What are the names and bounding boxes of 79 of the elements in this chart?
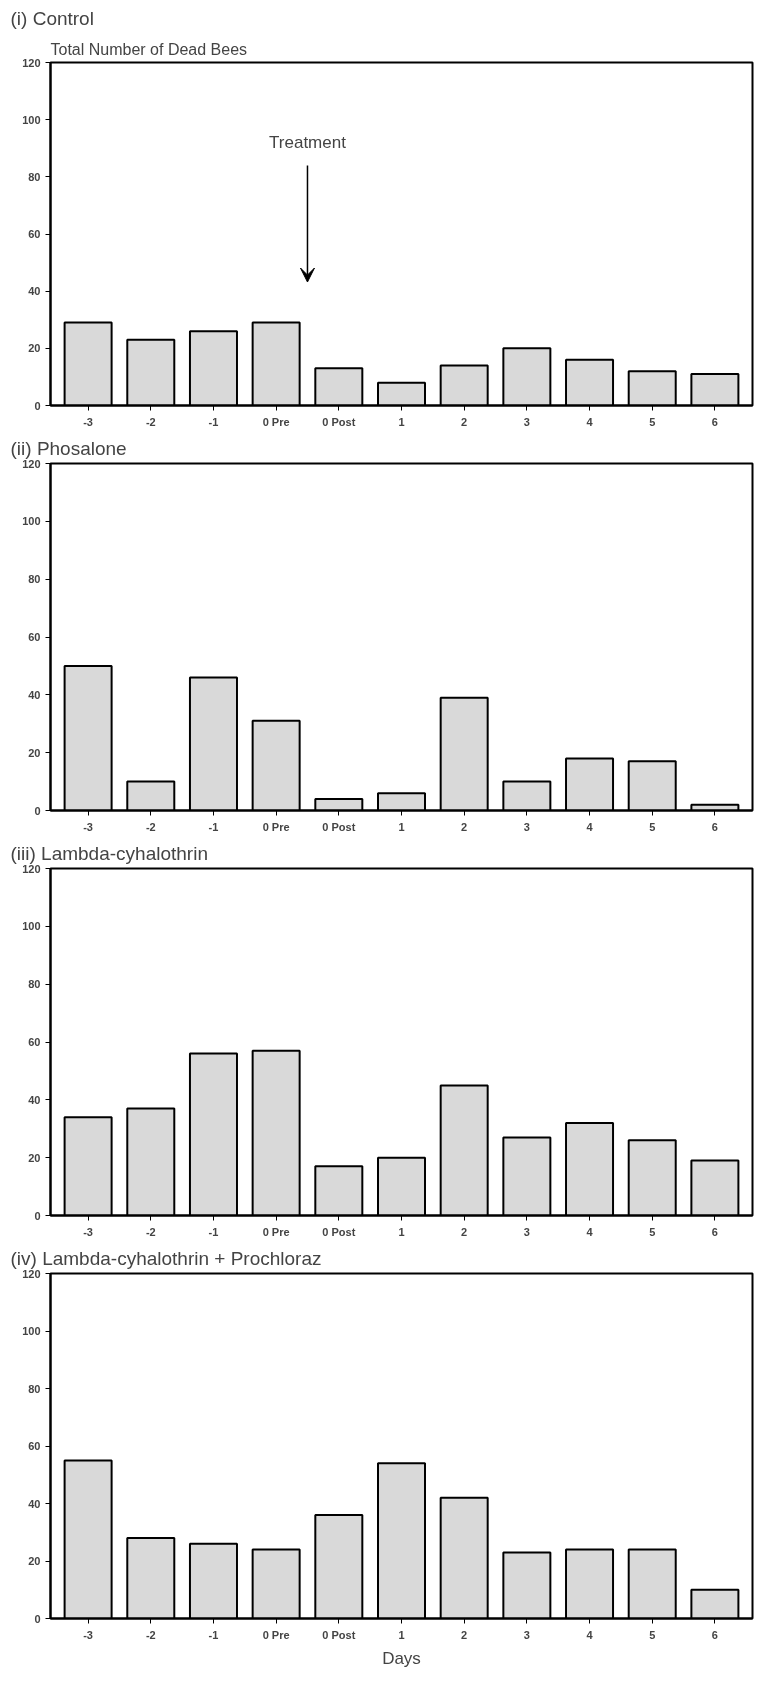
x-tick-label: 1 [398,820,405,833]
x-tick-label: -3 [83,1628,93,1641]
x-tick-label: -3 [83,1225,93,1238]
x-tick-label: 4 [586,820,594,833]
x-tick-label: 0 Pre [262,1628,290,1641]
annotation: Treatment [269,132,347,152]
x-tick-label: 0 Post [322,1225,356,1238]
x-tick-label: 5 [649,415,656,428]
x-tick-label: 5 [649,820,656,833]
x-tick-label: -3 [83,415,93,428]
y-tick-label: 20 [28,1555,41,1567]
x-tick-label: 0 Post [322,415,356,428]
y-tick-label: 120 [22,56,41,69]
y-tick-label: 80 [28,573,41,586]
y-tick-label: 60 [28,631,41,643]
x-tick-label: 5 [649,1628,656,1641]
y-tick-label: 100 [22,920,41,933]
x-tick-label: 2 [461,1628,468,1641]
chart-title: (ii) Phosalone [10,437,127,459]
y-tick-label: 20 [28,1151,41,1164]
x-tick-label: 3 [523,1628,530,1641]
y-tick-label: 0 [34,1612,41,1625]
x-tick-label: 0 Post [322,820,356,833]
x-tick-label: 6 [711,415,718,428]
x-tick-label: 0 Pre [262,415,290,428]
chart-title: (iv) Lambda-cyhalothrin + Prochloraz [10,1247,322,1269]
y-tick-label: 0 [34,1209,41,1222]
y-tick-label: 120 [22,457,41,470]
y-tick-label: 40 [28,1093,41,1106]
x-tick-label: -1 [208,1628,219,1641]
x-tick-label: 4 [586,415,594,428]
y-tick-label: 60 [28,228,41,240]
y-tick-label: 40 [28,285,41,298]
x-tick-label: 0 Pre [262,1225,290,1238]
x-tick-label: 4 [586,1225,594,1238]
x-tick-label: 2 [461,415,468,428]
x-tick-label: 4 [586,1628,594,1641]
y-axis-title: Total Number of Dead Bees [50,40,248,58]
x-tick-label: 2 [461,820,468,833]
y-tick-label: 80 [28,170,41,183]
x-tick-label: 1 [398,415,405,428]
x-tick-label: -2 [145,1225,156,1238]
x-tick-label: -1 [208,820,219,833]
y-tick-label: 60 [28,1440,41,1452]
x-tick-label: 2 [461,1225,468,1238]
x-tick-label: 6 [711,1628,718,1641]
y-tick-label: 100 [22,515,41,528]
x-tick-label: 1 [398,1628,405,1641]
x-tick-label: 3 [523,1225,530,1238]
y-tick-label: 80 [28,1382,41,1395]
x-tick-label: 0 Post [322,1628,356,1641]
x-tick-label: 3 [523,820,530,833]
y-tick-label: 120 [22,1267,41,1280]
y-tick-label: 40 [28,1497,41,1510]
y-tick-label: 100 [22,1325,41,1337]
x-tick-label: 1 [398,1225,405,1238]
y-tick-label: 0 [34,804,41,817]
chart-title: (iii) Lambda-cyhalothrin [10,842,208,864]
x-tick-label: -1 [208,1225,219,1238]
x-tick-label: 6 [711,820,718,833]
y-tick-label: 120 [22,862,41,875]
x-tick-label: -1 [208,415,219,428]
y-tick-label: 20 [28,342,41,355]
x-tick-label: -2 [145,820,156,833]
x-tick-label: -3 [83,820,93,833]
y-tick-label: 20 [28,746,41,759]
chart-title: (i) Control [10,7,94,29]
x-tick-label: -2 [145,1628,156,1641]
x-tick-label: 0 Pre [262,820,290,833]
y-tick-label: 60 [28,1036,41,1048]
y-tick-label: 0 [34,399,41,412]
y-tick-label: 100 [22,113,41,126]
x-tick-label: 5 [649,1225,656,1238]
y-tick-label: 40 [28,688,41,701]
x-tick-label: 6 [711,1225,718,1238]
y-tick-label: 80 [28,978,41,991]
x-axis-title: Days [382,1648,421,1668]
x-tick-label: 3 [523,415,530,428]
x-tick-label: -2 [145,415,156,428]
